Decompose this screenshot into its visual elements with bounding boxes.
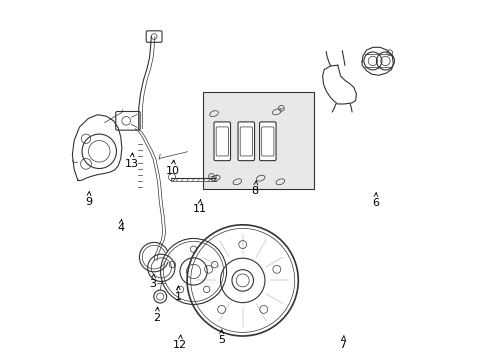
Text: 10: 10 (165, 166, 180, 176)
Text: 5: 5 (217, 334, 224, 345)
Text: 3: 3 (149, 279, 156, 289)
FancyBboxPatch shape (214, 122, 230, 161)
FancyBboxPatch shape (216, 127, 228, 156)
Bar (203, 92, 314, 189)
Text: 2: 2 (153, 313, 160, 323)
FancyBboxPatch shape (146, 31, 162, 42)
Text: 12: 12 (173, 340, 186, 350)
Text: 1: 1 (174, 292, 181, 302)
Text: 6: 6 (371, 198, 378, 208)
Text: 4: 4 (117, 224, 124, 233)
Text: 8: 8 (251, 186, 258, 196)
Text: 13: 13 (124, 159, 138, 169)
FancyBboxPatch shape (259, 122, 276, 161)
Text: 7: 7 (339, 340, 346, 350)
Text: 11: 11 (192, 204, 206, 214)
FancyBboxPatch shape (240, 127, 252, 156)
FancyBboxPatch shape (261, 127, 273, 156)
FancyBboxPatch shape (238, 122, 254, 161)
Text: 9: 9 (85, 197, 92, 207)
FancyBboxPatch shape (116, 112, 140, 130)
